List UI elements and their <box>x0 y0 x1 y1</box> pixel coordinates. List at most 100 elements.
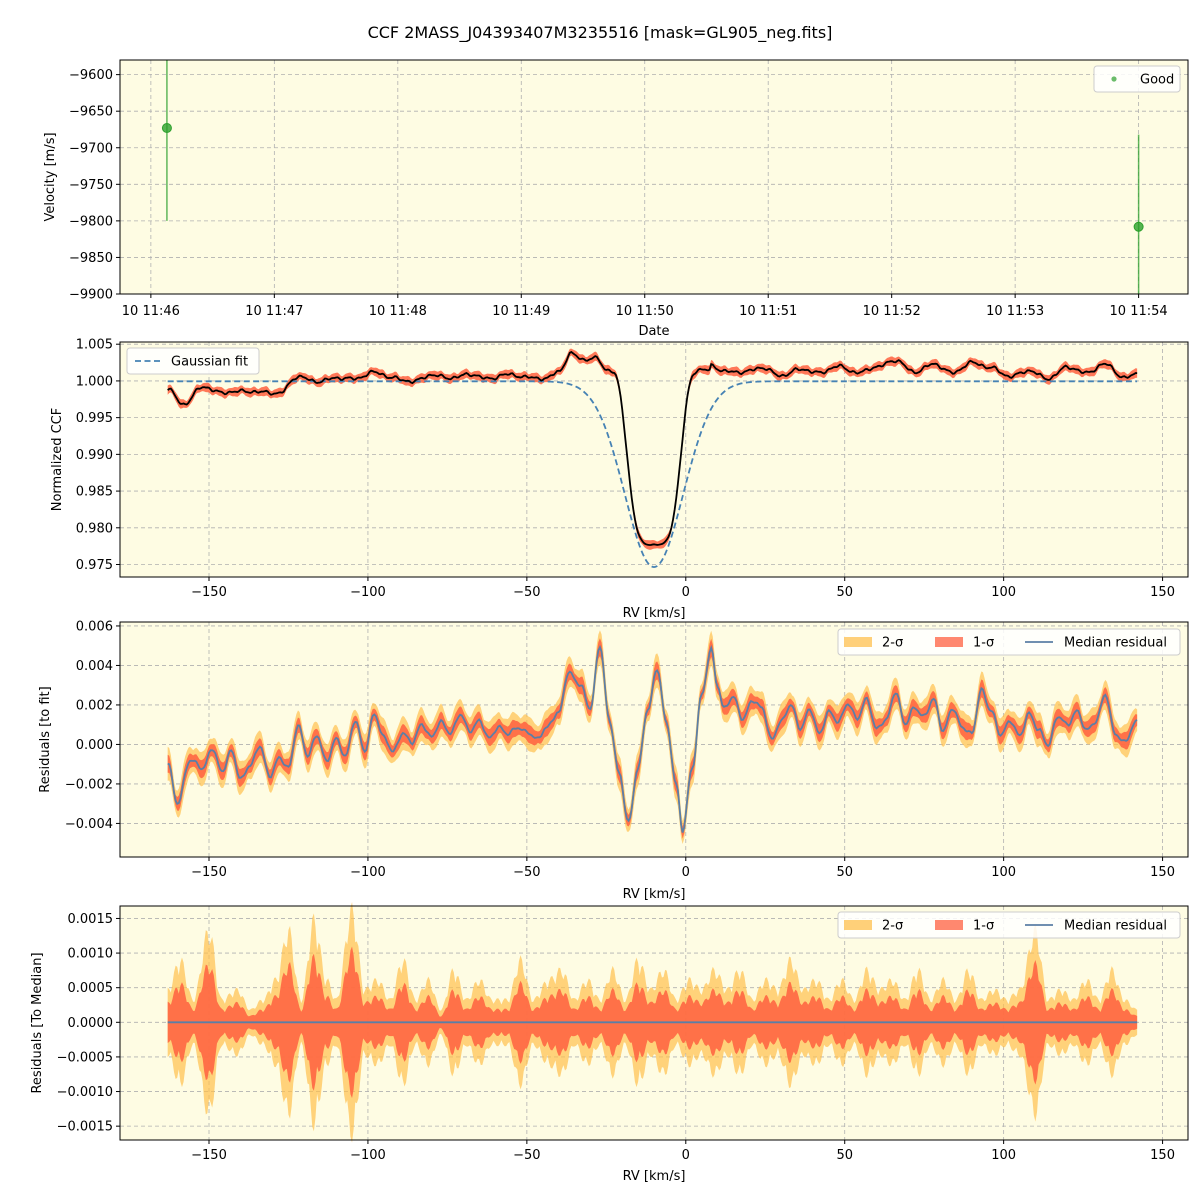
y-tick-label: −9700 <box>69 141 113 156</box>
y-tick-label: 0.0015 <box>68 912 114 927</box>
x-tick-label: 100 <box>991 585 1016 600</box>
y-tick-label: 1.005 <box>76 338 113 353</box>
x-axis-label: RV [km/s] <box>623 887 686 902</box>
x-tick-label: 50 <box>836 585 853 600</box>
legend: Good <box>1093 65 1181 93</box>
plot-frame <box>119 59 1189 295</box>
x-tick-label: 50 <box>836 865 853 880</box>
x-tick-label: 10 11:54 <box>1110 304 1168 319</box>
y-tick-label: −9800 <box>69 214 113 229</box>
figure-title: CCF 2MASS_J04393407M3235516 [mask=GL905_… <box>368 23 833 43</box>
y-tick-label: 0.000 <box>76 738 113 753</box>
x-tick-label: 10 11:47 <box>245 304 303 319</box>
x-tick-label: −50 <box>513 585 540 600</box>
band-2sigma <box>167 630 1138 845</box>
legend-box <box>837 628 1181 656</box>
x-tick-label: 50 <box>836 1148 853 1163</box>
data-point <box>1133 221 1144 232</box>
legend: 2-σ 1-σ Median residual <box>837 628 1181 656</box>
data-point <box>161 123 172 134</box>
x-axis-label: RV [km/s] <box>623 1169 686 1184</box>
x-tick-label: 150 <box>1150 1148 1175 1163</box>
y-tick-label: 1.000 <box>76 374 113 389</box>
gaussian-fit-line <box>167 380 1138 569</box>
y-tick-label: −0.002 <box>65 777 113 792</box>
x-tick-label: −150 <box>191 585 227 600</box>
y-tick-label: 0.002 <box>76 698 113 713</box>
x-tick-label: 100 <box>991 1148 1016 1163</box>
legend-label-1sigma: 1-σ <box>973 919 994 934</box>
median-residual-line <box>167 644 1138 833</box>
legend-label-2sigma: 2-σ <box>882 919 903 934</box>
y-tick-label: −9900 <box>69 288 113 303</box>
legend-marker-2sigma <box>844 920 872 930</box>
x-tick-label: 10 11:51 <box>739 304 797 319</box>
y-axis-label: Normalized CCF <box>50 408 65 512</box>
y-tick-label: 0.004 <box>76 659 113 674</box>
y-tick-label: −0.0010 <box>57 1085 113 1100</box>
x-tick-label: 10 11:46 <box>122 304 180 319</box>
y-tick-label: 0.975 <box>76 558 113 573</box>
y-tick-label: −9600 <box>69 68 113 83</box>
y-tick-label: −0.0015 <box>57 1120 113 1135</box>
legend: 2-σ 1-σ Median residual <box>837 911 1181 939</box>
legend-label-gaussian: Gaussian fit <box>171 355 248 370</box>
x-tick-label: 0 <box>682 585 690 600</box>
y-tick-label: 0.980 <box>76 521 113 536</box>
x-tick-label: 10 11:49 <box>492 304 550 319</box>
legend-marker-1sigma <box>935 920 963 930</box>
plot-frame <box>119 905 1189 1141</box>
legend-label-median: Median residual <box>1064 636 1167 651</box>
y-tick-label: 0.985 <box>76 485 113 500</box>
y-tick-label: −9650 <box>69 105 113 120</box>
legend-marker-1sigma <box>935 637 963 647</box>
y-axis-label: Residuals [To Median] <box>30 952 45 1093</box>
x-tick-label: 10 11:50 <box>616 304 674 319</box>
y-tick-label: −0.0005 <box>57 1050 113 1065</box>
x-tick-label: −50 <box>513 1148 540 1163</box>
x-axis-label: Date <box>638 324 669 339</box>
grid <box>120 342 1188 577</box>
x-tick-label: 150 <box>1150 865 1175 880</box>
x-tick-label: −150 <box>191 1148 227 1163</box>
x-tick-label: 150 <box>1150 585 1175 600</box>
legend-marker-2sigma <box>844 637 872 647</box>
legend-label-median: Median residual <box>1064 919 1167 934</box>
y-tick-label: 0.995 <box>76 411 113 426</box>
x-axis-label: RV [km/s] <box>623 606 686 621</box>
x-tick-label: 0 <box>682 1148 690 1163</box>
band-1sigma <box>167 638 1138 839</box>
y-tick-label: −0.004 <box>65 817 113 832</box>
y-tick-label: 0.0010 <box>68 947 114 962</box>
x-tick-label: −100 <box>350 585 386 600</box>
grid <box>120 622 1188 857</box>
legend-label-2sigma: 2-σ <box>882 636 903 651</box>
ccf-line <box>167 350 1138 546</box>
plot-frame <box>119 341 1189 578</box>
x-tick-label: 10 11:53 <box>986 304 1044 319</box>
plot-background <box>120 622 1188 857</box>
y-tick-label: −9750 <box>69 178 113 193</box>
good-series <box>161 60 1144 294</box>
y-axis-label: Velocity [m/s] <box>43 132 58 221</box>
x-tick-label: −150 <box>191 865 227 880</box>
y-tick-label: 0.990 <box>76 448 113 463</box>
y-tick-label: 0.0000 <box>68 1016 114 1031</box>
ccf-panel: −150 −100 −50 0 50 100 150 1.005 1.000 0.995 0.990… <box>50 338 1189 621</box>
legend-label-good: Good <box>1140 73 1174 88</box>
legend-marker-good <box>1111 76 1117 82</box>
legend: Gaussian fit <box>126 347 260 375</box>
x-tick-label: 100 <box>991 865 1016 880</box>
velocity-panel: 10 11:46 10 11:47 10 11:48 10 11:49 10 11:50… <box>43 59 1189 339</box>
x-tick-label: 10 11:48 <box>369 304 427 319</box>
x-tick-label: 10 11:52 <box>863 304 921 319</box>
legend-box <box>126 347 260 375</box>
x-tick-label: −100 <box>350 1148 386 1163</box>
y-tick-label: 0.006 <box>76 619 113 634</box>
y-axis-label: Residuals [to fit] <box>38 686 53 792</box>
x-tick-label: 0 <box>682 865 690 880</box>
legend-label-1sigma: 1-σ <box>973 636 994 651</box>
residuals-fit-panel: −150 −100 −50 0 50 100 150 0.006 0.004 0.002 0.000… <box>38 619 1189 902</box>
legend-box <box>1093 65 1181 93</box>
